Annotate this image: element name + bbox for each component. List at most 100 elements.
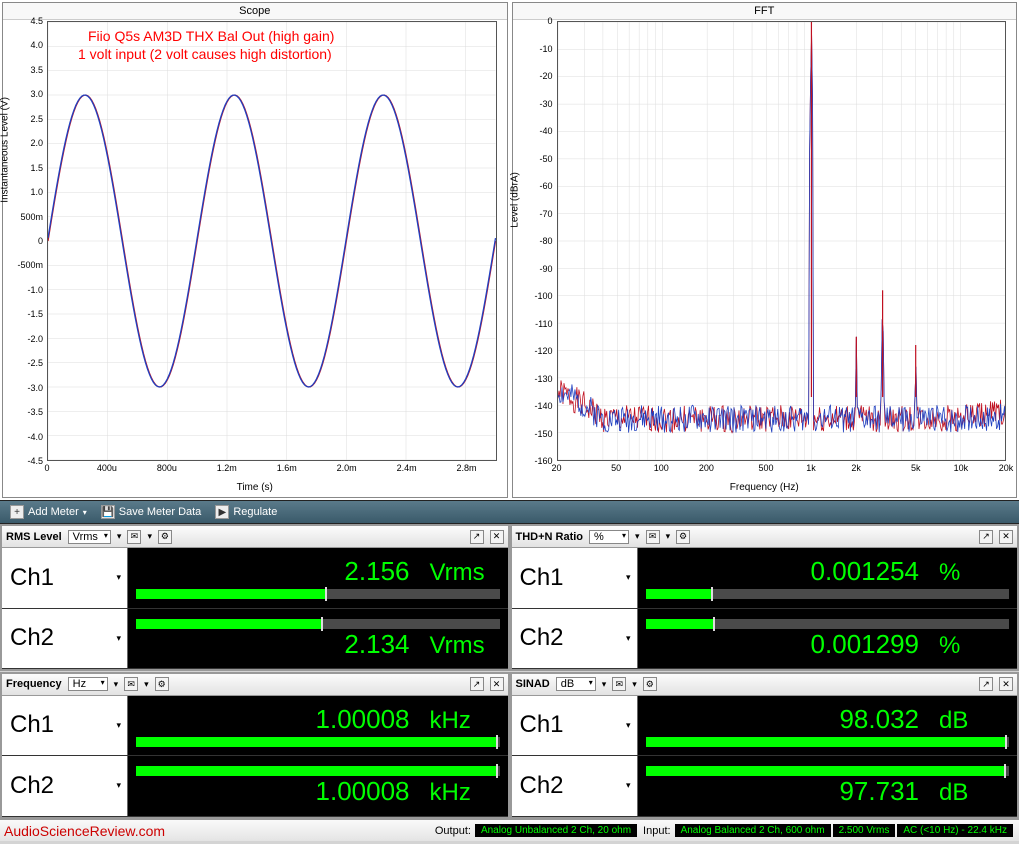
meter-header: RMS LevelVrms▾✉▾⚙↗✕: [2, 526, 508, 548]
unit-readout: dB: [939, 707, 1009, 735]
unit-readout: Vrms: [430, 559, 500, 587]
vrms-value: 2.500 Vrms: [833, 824, 896, 837]
save-icon: 💾: [101, 505, 115, 519]
unit-selector[interactable]: Vrms: [68, 530, 111, 544]
unit-readout: Vrms: [430, 632, 500, 660]
meter-body: Ch11.00008kHzCh21.00008kHz: [2, 696, 508, 817]
close-icon[interactable]: ✕: [490, 677, 504, 691]
level-bar: [646, 619, 1010, 629]
channel-label[interactable]: Ch2: [2, 756, 128, 816]
value-readout: 97.731: [839, 776, 919, 807]
filter-icon[interactable]: ✉: [612, 677, 626, 691]
scope-plot-area: Fiio Q5s AM3D THX Bal Out (high gain) 1 …: [47, 21, 497, 461]
channel-label[interactable]: Ch2: [512, 609, 638, 669]
bw-value: AC (<10 Hz) - 22.4 kHz: [897, 824, 1013, 837]
value-readout: 2.134: [344, 629, 409, 660]
meter-header: THD+N Ratio%▾✉▾⚙↗✕: [512, 526, 1018, 548]
popout-icon[interactable]: ↗: [979, 530, 993, 544]
value-readout: 2.156: [344, 556, 409, 587]
channel-label[interactable]: Ch2: [2, 609, 128, 669]
unit-readout: kHz: [430, 779, 500, 807]
save-meter-label: Save Meter Data: [119, 506, 202, 518]
channel-label[interactable]: Ch1: [512, 548, 638, 608]
meter-body: Ch1 2.156 Vrms Ch2 2.134 Vrms: [2, 548, 508, 669]
scope-title: Scope: [3, 3, 507, 20]
meter-title: RMS Level: [6, 531, 62, 543]
channel-label[interactable]: Ch2: [512, 756, 638, 816]
level-bar: [646, 766, 1010, 776]
charts-row: Scope Instantaneous Level (V) 4.54.03.53…: [0, 0, 1019, 500]
close-icon[interactable]: ✕: [999, 530, 1013, 544]
scope-annotation-1: Fiio Q5s AM3D THX Bal Out (high gain): [88, 28, 334, 44]
channel-row: Ch1 98.032 dB: [512, 696, 1018, 757]
gear-icon[interactable]: ⚙: [158, 530, 172, 544]
channel-row: Ch1 1.00008 kHz: [2, 696, 508, 757]
save-meter-button[interactable]: 💾 Save Meter Data: [97, 503, 206, 521]
meter-header: FrequencyHz▾✉▾⚙↗✕: [2, 674, 508, 696]
channel-readout: 0.001299%: [638, 609, 1018, 669]
output-value: Analog Unbalanced 2 Ch, 20 ohm: [475, 824, 637, 837]
meter-body: Ch1 98.032 dB Ch2 97.731 dB: [512, 696, 1018, 817]
channel-readout: 2.156 Vrms: [128, 548, 508, 608]
fft-plot-area: [557, 21, 1007, 461]
unit-readout: dB: [939, 779, 1009, 807]
add-meter-label: Add Meter: [28, 506, 79, 518]
channel-readout: 1.00008kHz: [128, 756, 508, 816]
unit-selector[interactable]: %: [589, 530, 629, 544]
filter-icon[interactable]: ✉: [124, 677, 138, 691]
meter-title: SINAD: [516, 678, 550, 690]
unit-readout: kHz: [430, 707, 500, 735]
regulate-button[interactable]: ▶Regulate: [211, 503, 281, 521]
popout-icon[interactable]: ↗: [470, 530, 484, 544]
level-bar: [646, 737, 1010, 747]
regulate-label: Regulate: [233, 506, 277, 518]
popout-icon[interactable]: ↗: [470, 677, 484, 691]
channel-label[interactable]: Ch1: [512, 696, 638, 756]
value-readout: 0.001299: [811, 629, 919, 660]
fft-svg: [558, 22, 1006, 460]
level-bar: [136, 589, 500, 599]
meter-frequency: FrequencyHz▾✉▾⚙↗✕Ch11.00008kHzCh21.00008…: [0, 672, 510, 819]
plus-icon: +: [10, 505, 24, 519]
fft-xlabel: Frequency (Hz): [730, 482, 799, 493]
meter-title: THD+N Ratio: [516, 531, 584, 543]
gear-icon[interactable]: ⚙: [155, 677, 169, 691]
input-label: Input:: [643, 825, 671, 837]
close-icon[interactable]: ✕: [490, 530, 504, 544]
channel-row: Ch1 0.001254%: [512, 548, 1018, 609]
close-icon[interactable]: ✕: [999, 677, 1013, 691]
channel-row: Ch1 2.156 Vrms: [2, 548, 508, 609]
popout-icon[interactable]: ↗: [979, 677, 993, 691]
channel-row: Ch21.00008kHz: [2, 756, 508, 817]
fft-title: FFT: [513, 3, 1017, 20]
fft-chart: FFT Level (dBrA) 0-10-20-30-40-50-60-70-…: [512, 2, 1018, 498]
unit-selector[interactable]: Hz: [68, 677, 108, 691]
channel-row: Ch20.001299%: [512, 609, 1018, 670]
value-readout: 1.00008: [316, 704, 410, 735]
meter-sinad: SINADdB▾✉▾⚙↗✕Ch198.032dBCh297.731dB: [510, 672, 1019, 819]
fft-yticks: 0-10-20-30-40-50-60-70-80-90-100-110-120…: [513, 21, 555, 461]
channel-row: Ch2 97.731 dB: [512, 756, 1018, 817]
channel-readout: 98.032 dB: [638, 696, 1018, 756]
channel-label[interactable]: Ch1: [2, 548, 128, 608]
gear-icon[interactable]: ⚙: [643, 677, 657, 691]
unit-readout: %: [939, 559, 1009, 587]
channel-readout: 97.731 dB: [638, 756, 1018, 816]
value-readout: 0.001254: [811, 556, 919, 587]
gear-icon[interactable]: ⚙: [676, 530, 690, 544]
input-value: Analog Balanced 2 Ch, 600 ohm: [675, 824, 831, 837]
fft-xticks: 20501002005001k2k5k10k20k: [557, 463, 1007, 477]
toolbar: +Add Meter▾ 💾Save Meter Data ▶Regulate: [0, 500, 1019, 524]
level-bar: [136, 766, 500, 776]
filter-icon[interactable]: ✉: [646, 530, 660, 544]
filter-icon[interactable]: ✉: [127, 530, 141, 544]
scope-yticks: 4.54.03.53.02.52.01.51.0500m0-500m-1.0-1…: [3, 21, 45, 461]
unit-selector[interactable]: dB: [556, 677, 596, 691]
meter-title: Frequency: [6, 678, 62, 690]
channel-readout: 1.00008 kHz: [128, 696, 508, 756]
brand-label: AudioScienceReview.com: [4, 823, 165, 839]
channel-label[interactable]: Ch1: [2, 696, 128, 756]
add-meter-button[interactable]: +Add Meter▾: [6, 503, 91, 521]
value-readout: 98.032: [839, 704, 919, 735]
unit-readout: %: [939, 632, 1009, 660]
